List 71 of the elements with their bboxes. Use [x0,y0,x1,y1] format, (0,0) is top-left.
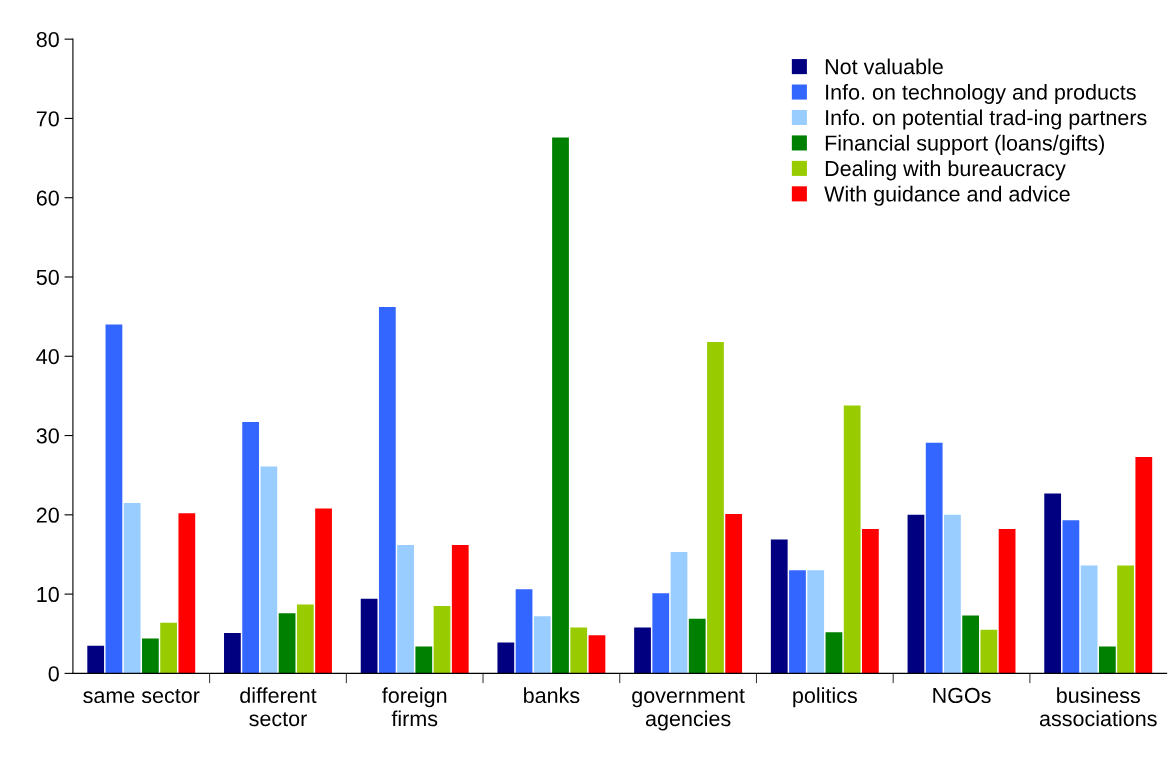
bar [552,137,569,674]
x-tick-label: banks [524,687,580,704]
bar [142,638,159,674]
bar [397,544,414,674]
bar [1135,456,1153,674]
bar [1044,493,1062,674]
bar [296,604,314,674]
bar [451,544,469,674]
bar [825,632,843,674]
legend-label: Dealing with bureaucracy [825,160,1066,181]
bar [87,645,105,674]
y-tick-label: 20 [36,507,59,523]
bar [944,514,961,674]
bar [843,405,861,674]
bar [962,615,980,674]
bar [807,570,825,674]
y-tick-label: 70 [36,111,59,127]
x-tick-label: politics [793,687,857,708]
bar [725,514,743,674]
bar [862,529,879,674]
legend-label: Financial support (loans/gifts) [825,134,1104,155]
legend-label: Not valuable [825,58,943,75]
y-tick-label: 40 [36,349,59,365]
bar [907,514,925,674]
y-tick-label: 50 [36,269,59,285]
bar [670,552,688,674]
legend-label: Info. on potential trad-ing partners [826,109,1147,130]
bar [789,570,806,674]
bar [570,627,588,674]
bar [378,307,396,674]
bar [925,442,943,674]
bar [105,324,123,674]
bar [433,605,451,674]
x-tick-label: government agencies [632,688,745,731]
bar [123,502,141,674]
bar [224,632,241,674]
bar [160,622,177,674]
bar [360,598,378,674]
bar [588,635,606,674]
legend-label: With guidance and advice [824,185,1070,206]
bar [652,593,670,674]
y-tick-label: 10 [37,586,59,603]
bar [1080,565,1098,674]
y-tick-label: 0 [48,666,59,682]
bar [278,613,296,674]
bar [242,422,260,674]
bar [1062,520,1080,674]
bar [770,539,788,674]
legend-label: Info. on technology and products [826,83,1136,105]
bar [998,529,1016,674]
x-tick-label: same sector [83,688,200,704]
y-tick-label: 60 [36,190,59,206]
x-tick-label: different sector [240,687,317,727]
bar [415,646,433,674]
x-tick-label: NGOs [933,687,991,704]
bar [707,341,724,674]
y-tick-label: 80 [36,31,59,48]
bar [688,618,706,674]
bar [634,627,651,674]
bar [1117,565,1134,674]
bar [315,508,332,674]
x-tick-label: business associations [1039,687,1157,727]
y-tick-label: 30 [36,428,59,444]
bar [178,513,196,674]
bar [260,466,278,674]
bar [515,589,533,674]
x-tick-label: foreign firms [382,687,447,727]
bar [533,616,551,674]
bar [980,629,998,674]
bar [1098,646,1116,674]
bar [497,642,515,674]
